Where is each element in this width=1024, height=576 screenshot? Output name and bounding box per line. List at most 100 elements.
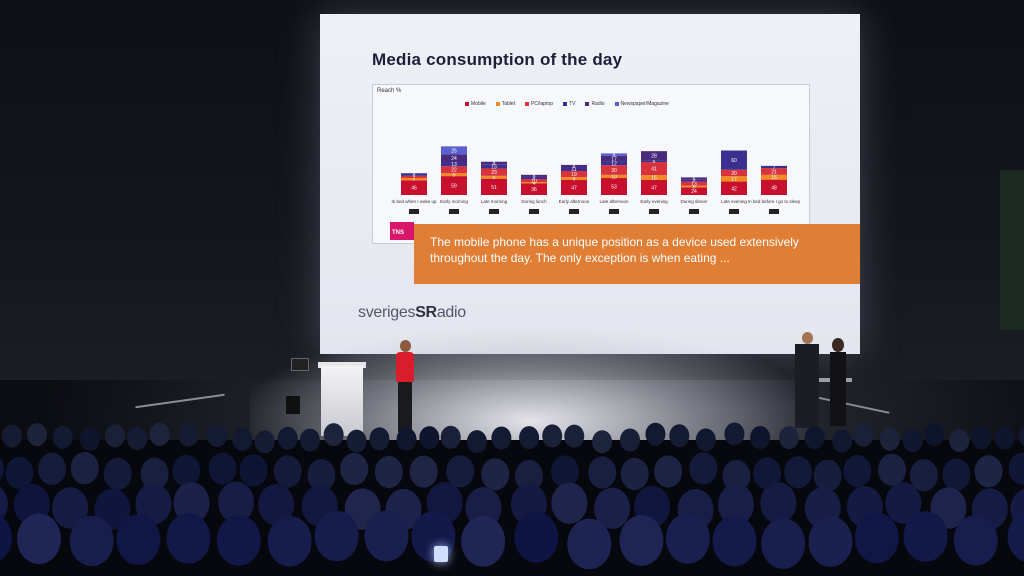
bar-value-label: 42 [731, 186, 737, 192]
bar-segment [681, 181, 707, 186]
audience-head [804, 426, 825, 450]
legend-swatch [614, 102, 619, 106]
tns-logo: TNS [390, 222, 414, 240]
bar-segment [601, 155, 627, 162]
audience-head [592, 430, 613, 454]
audience-head [104, 424, 125, 448]
audience-head [877, 453, 906, 486]
audience-head [149, 422, 170, 446]
activity-icon [609, 209, 619, 214]
legend-item: TV [563, 101, 575, 107]
audience-head [994, 426, 1015, 450]
host-man-body [795, 344, 819, 428]
bar-segment [561, 164, 587, 168]
audience-head [949, 429, 970, 453]
bar-segment [521, 179, 547, 183]
audience-head [808, 516, 853, 567]
bar-segment [761, 168, 787, 175]
bar-segment [521, 182, 547, 184]
host-woman-body [830, 352, 846, 426]
audience-head [481, 458, 510, 491]
audience-head [254, 430, 275, 454]
audience-head [619, 515, 664, 566]
bar-value-label: 48 [771, 185, 777, 191]
bar-segment [521, 183, 547, 195]
host-man-head [802, 332, 813, 344]
bar-segment [441, 146, 467, 155]
audience-head [440, 425, 461, 449]
bar-value-label: 9 [493, 175, 496, 181]
bar-value-label: 15 [651, 176, 657, 182]
legend-item: PC/laptop [525, 101, 553, 107]
bar-value-label: 8 [413, 173, 416, 179]
host-man [792, 332, 822, 428]
audience-head [364, 510, 409, 562]
bar-value-label: 9 [453, 173, 456, 179]
bar-value-label: 5 [533, 174, 536, 180]
audience-head [346, 429, 367, 453]
category-label: During lunch [521, 199, 547, 204]
audience-head [127, 426, 148, 450]
audience-head [166, 513, 211, 564]
presenter-legs [398, 382, 412, 432]
legend-swatch [563, 102, 568, 106]
bar-value-label: 7 [693, 178, 696, 184]
legend-label: PC/laptop [531, 101, 554, 107]
audience-head [208, 452, 237, 485]
bar-segment [401, 175, 427, 179]
legend-swatch [465, 102, 469, 106]
activity-icon [729, 209, 739, 214]
audience-head [761, 518, 806, 569]
audience-head [885, 482, 922, 524]
bar-value-label: 7 [773, 165, 776, 171]
audience-head [924, 423, 945, 447]
bar-value-label: 24 [451, 156, 457, 162]
bar-value-label: 13 [491, 164, 497, 170]
audience-head [760, 482, 797, 524]
bar-segment [441, 166, 467, 174]
bar-value-label: 11 [571, 167, 576, 173]
confidence-monitor [291, 358, 309, 371]
audience-head [909, 459, 938, 492]
audience-head [879, 427, 900, 451]
slide-title: Media consumption of the day [372, 50, 623, 69]
legend-item: Tablet [495, 101, 515, 107]
audience-head [369, 427, 390, 451]
audience-head [273, 455, 302, 488]
bar-value-label: 19 [571, 172, 577, 178]
audience-head [724, 422, 745, 446]
audience-head [813, 459, 842, 492]
audience-head [514, 512, 559, 563]
audience-head [853, 423, 874, 447]
category-label: Early morning [440, 199, 468, 204]
audience-head [843, 455, 872, 488]
audience-head [374, 455, 403, 489]
audience-head [52, 425, 73, 449]
category-label: Early evening [640, 199, 668, 204]
audience-head [491, 426, 512, 450]
audience-head [620, 428, 641, 452]
audience-head [1018, 425, 1024, 447]
bar-value-label: 30 [611, 168, 617, 174]
audience-head [718, 483, 755, 526]
activity-icon [409, 209, 419, 214]
bar-segment [481, 175, 507, 179]
audience-head [307, 459, 336, 492]
audience-head [267, 515, 312, 567]
bar-value-label: 8 [573, 164, 576, 170]
bar-value-label: 7 [413, 177, 416, 183]
activity-icon [529, 209, 539, 214]
legend-label: Radio [591, 101, 605, 107]
bar-segment [481, 178, 507, 195]
bar-value-label: 24 [691, 189, 697, 195]
audience-head [669, 424, 690, 448]
podium-top [318, 362, 366, 368]
audience-head [216, 515, 261, 566]
audience-head [409, 455, 438, 488]
bar-segment [681, 187, 707, 195]
bar-segment [681, 177, 707, 180]
bar-value-label: 47 [651, 185, 657, 191]
audience-head [519, 426, 540, 450]
audience-head [232, 427, 253, 451]
